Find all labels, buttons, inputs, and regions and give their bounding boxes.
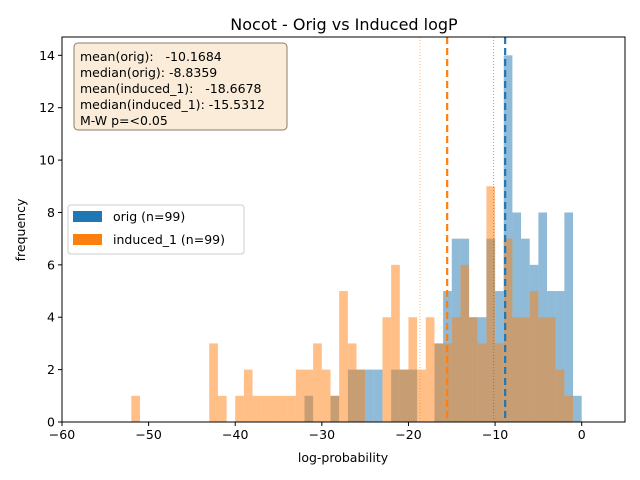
induced-bar	[243, 369, 253, 422]
induced-bar	[252, 395, 262, 422]
y-axis-ticks: 0 2 4 6 8 10 12 14	[39, 48, 62, 430]
induced-bar	[217, 395, 227, 422]
legend-label-orig: orig (n=99)	[113, 209, 185, 224]
induced-bar	[131, 395, 140, 422]
y-tick-label: 0	[47, 415, 55, 430]
x-tick-label: 0	[578, 427, 586, 442]
stats-box: mean(orig): -10.1684 median(orig): -8.83…	[73, 42, 288, 131]
x-tick-label: −60	[49, 427, 75, 442]
y-tick-label: 4	[47, 310, 55, 325]
reference-lines-group	[419, 37, 507, 422]
induced-bar	[555, 369, 565, 422]
induced-bar	[269, 395, 279, 422]
legend: orig (n=99) induced_1 (n=99)	[67, 204, 245, 255]
stats-mw-p: M-W p=<0.05	[80, 113, 168, 128]
induced-bar	[512, 317, 522, 422]
induced-bar	[503, 238, 513, 422]
x-tick-label: −50	[135, 427, 161, 442]
orig-bar	[365, 369, 374, 422]
y-tick-label: 14	[39, 48, 55, 63]
induced-bar	[235, 395, 244, 422]
induced-bar	[356, 369, 366, 422]
y-tick-label: 8	[47, 205, 55, 220]
chart-title: Nocot - Orig vs Induced logP	[230, 15, 458, 34]
stats-box-background	[73, 42, 288, 131]
y-axis-label: frequency	[13, 198, 28, 261]
induced-bar	[382, 317, 392, 422]
induced-bar	[434, 343, 444, 422]
induced-bar	[486, 186, 496, 422]
induced-bar	[330, 395, 340, 422]
x-axis-ticks: −60 −50 −40 −30 −20 −10 0	[49, 422, 586, 442]
stats-median-induced: median(induced_1): -15.5312	[80, 97, 265, 112]
orig-bar	[503, 55, 513, 422]
stats-mean-induced: mean(induced_1): -18.6678	[80, 81, 262, 96]
induced-bar	[529, 291, 539, 422]
induced-bar	[391, 264, 400, 422]
y-tick-label: 2	[47, 362, 55, 377]
legend-swatch-induced	[73, 234, 102, 245]
induced-bar	[321, 369, 331, 422]
induced-bar	[313, 343, 322, 422]
induced-bar	[287, 395, 296, 422]
induced-bar	[347, 343, 357, 422]
induced-bar	[547, 317, 556, 422]
induced-bar	[339, 291, 348, 422]
legend-swatch-orig	[73, 211, 102, 222]
induced-bar	[425, 317, 435, 422]
induced-bar	[209, 343, 218, 422]
y-tick-label: 10	[39, 153, 55, 168]
induced-bar	[417, 369, 426, 422]
orig-bar	[555, 291, 565, 422]
orig-bar	[373, 369, 383, 422]
stats-mean-orig: mean(orig): -10.1684	[80, 49, 222, 64]
induced-bar	[304, 369, 314, 422]
induced-bar	[261, 395, 270, 422]
orig-bar	[564, 212, 574, 422]
y-tick-label: 6	[47, 257, 55, 272]
induced-bar	[451, 317, 461, 422]
induced-bar	[538, 317, 548, 422]
induced-bar	[564, 395, 574, 422]
induced-bars-group	[131, 186, 574, 422]
y-tick-label: 12	[39, 100, 55, 115]
induced-bar	[399, 369, 409, 422]
x-tick-label: −40	[222, 427, 248, 442]
orig-bar	[573, 395, 582, 422]
induced-bar	[460, 264, 470, 422]
induced-bar	[469, 317, 478, 422]
induced-bar	[295, 369, 305, 422]
induced-bar	[495, 343, 504, 422]
legend-label-induced: induced_1 (n=99)	[113, 232, 225, 247]
induced-bar	[477, 343, 487, 422]
stats-median-orig: median(orig): -8.8359	[80, 65, 217, 80]
induced-bar	[521, 317, 530, 422]
x-axis-label: log-probability	[298, 450, 389, 465]
x-tick-label: −20	[395, 427, 421, 442]
induced-bar	[278, 395, 288, 422]
x-tick-label: −30	[309, 427, 335, 442]
plot-area-frame	[61, 36, 626, 423]
legend-frame	[67, 204, 245, 255]
x-tick-label: −10	[482, 427, 508, 442]
induced-bar	[408, 317, 418, 422]
